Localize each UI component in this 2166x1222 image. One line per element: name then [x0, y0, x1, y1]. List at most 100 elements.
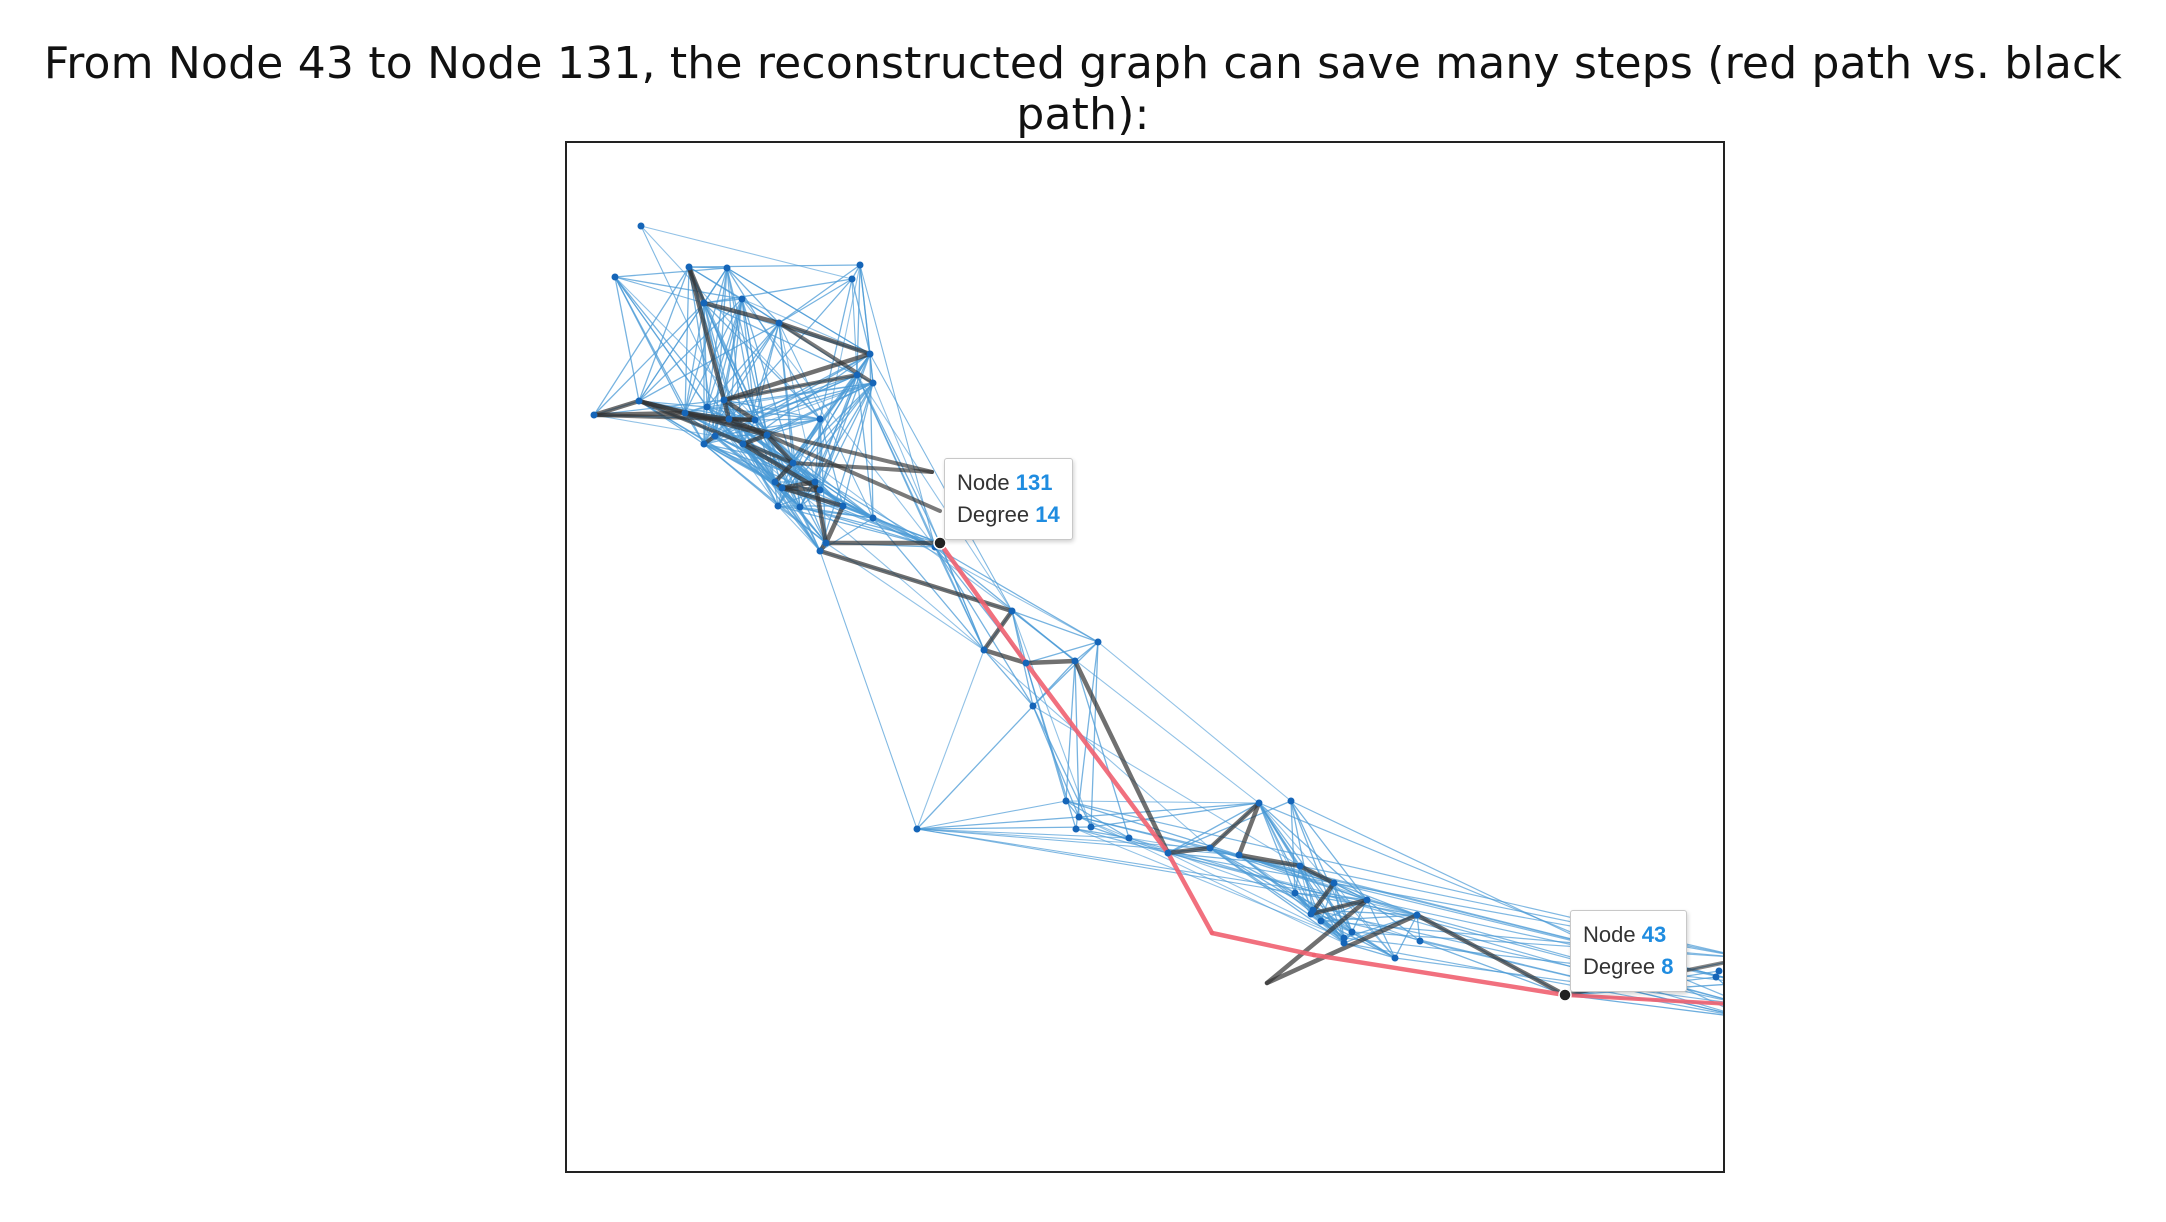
graph-node[interactable] [816, 486, 824, 494]
graph-edge [706, 322, 780, 408]
graph-node[interactable] [848, 275, 856, 283]
graph-edge [777, 505, 821, 552]
graph-node[interactable] [853, 371, 861, 379]
black-path-segment [776, 320, 873, 357]
black-path-segment [721, 351, 873, 403]
red-path-segment [937, 540, 1029, 666]
graph-node[interactable] [1413, 911, 1421, 919]
red-path-layer [937, 540, 1723, 1006]
black-path-segment [779, 485, 846, 509]
graph-node[interactable] [685, 263, 693, 271]
graph-edge [1310, 913, 1345, 939]
graph-node[interactable] [856, 261, 864, 269]
graph-edge [754, 322, 780, 421]
degree-label: Degree [957, 502, 1030, 527]
graph-node[interactable] [700, 440, 708, 448]
graph-node[interactable] [811, 478, 819, 486]
graph-edge [859, 264, 936, 548]
graph-node[interactable] [1062, 797, 1070, 805]
graph-edge [842, 505, 941, 544]
graph-node[interactable] [1291, 889, 1299, 897]
graph-node[interactable] [913, 825, 921, 833]
graph-node[interactable] [1307, 910, 1315, 918]
graph-node[interactable] [1071, 657, 1079, 665]
graph-node[interactable] [738, 295, 746, 303]
graph-node[interactable] [611, 273, 619, 281]
graph-edge [1167, 802, 1260, 854]
graph-node[interactable] [778, 484, 786, 492]
graph-node[interactable] [1235, 851, 1243, 859]
graph-edge [934, 546, 1034, 707]
graph-node[interactable] [1317, 917, 1325, 925]
graph-node[interactable] [635, 397, 643, 405]
graph-plot-area[interactable]: Node 131 Degree 14 Node 43 Degree 8 [565, 141, 1725, 1173]
graph-edge [1075, 828, 1345, 939]
graph-node[interactable] [1087, 823, 1095, 831]
figure-caption: From Node 43 to Node 131, the reconstruc… [43, 38, 2123, 140]
node-label: Node [957, 470, 1010, 495]
graph-node[interactable] [700, 299, 708, 307]
graph-svg[interactable] [567, 143, 1725, 1173]
graph-node[interactable] [816, 547, 824, 555]
graph-node[interactable] [1094, 638, 1102, 646]
black-path-segment [981, 608, 1015, 653]
graph-edge [1343, 942, 1723, 1015]
graph-node[interactable] [1206, 844, 1214, 852]
graph-edge [1258, 802, 1296, 894]
graph-node[interactable] [1363, 896, 1371, 904]
graph-node[interactable] [1296, 862, 1304, 870]
graph-node[interactable] [869, 379, 877, 387]
graph-node[interactable] [1340, 934, 1348, 942]
node-131-marker[interactable] [933, 536, 947, 550]
graph-node[interactable] [771, 478, 779, 486]
graph-edge [714, 418, 821, 437]
graph-node[interactable] [869, 514, 877, 522]
node-label: Node [1583, 922, 1636, 947]
graph-node[interactable] [720, 396, 728, 404]
red-path-segment [1311, 952, 1568, 998]
graph-node[interactable] [796, 503, 804, 511]
graph-node[interactable] [590, 411, 598, 419]
graph-node[interactable] [711, 432, 719, 440]
graph-edge [1333, 882, 1368, 901]
graph-node[interactable] [1164, 849, 1172, 857]
graph-node[interactable] [703, 403, 711, 411]
graph-node[interactable] [774, 502, 782, 510]
graph-node[interactable] [725, 415, 733, 423]
graph-node[interactable] [1712, 973, 1720, 981]
black-path-segment [1165, 845, 1213, 856]
node-43-marker[interactable] [1558, 988, 1572, 1002]
graph-node[interactable] [1008, 607, 1016, 615]
graph-node[interactable] [1125, 834, 1133, 842]
graph-node[interactable] [723, 264, 731, 272]
graph-node[interactable] [751, 416, 759, 424]
graph-node[interactable] [1075, 813, 1083, 821]
graph-node[interactable] [1340, 939, 1348, 947]
graph-edge [723, 399, 821, 420]
graph-node[interactable] [1287, 797, 1295, 805]
graph-node[interactable] [1072, 825, 1080, 833]
graph-edge [1258, 802, 1314, 911]
graph-node[interactable] [775, 319, 783, 327]
graph-node[interactable] [739, 440, 747, 448]
graph-node[interactable] [1715, 967, 1723, 975]
graph-edge [614, 267, 728, 278]
graph-node[interactable] [1391, 954, 1399, 962]
graph-node[interactable] [1330, 879, 1338, 887]
graph-node[interactable] [1029, 702, 1037, 710]
graph-node[interactable] [1416, 937, 1424, 945]
graph-node[interactable] [839, 502, 847, 510]
graph-node[interactable] [980, 646, 988, 654]
graph-node[interactable] [637, 222, 645, 230]
graph-node[interactable] [822, 539, 830, 547]
graph-node[interactable] [789, 459, 797, 467]
graph-node[interactable] [866, 350, 874, 358]
graph-node[interactable] [681, 409, 689, 417]
graph-node[interactable] [1255, 799, 1263, 807]
graph-node[interactable] [763, 431, 771, 439]
graph-node[interactable] [1348, 928, 1356, 936]
graph-node[interactable] [1022, 659, 1030, 667]
graph-node[interactable] [816, 415, 824, 423]
graph-edge [799, 506, 874, 519]
black-path-segment [779, 479, 818, 491]
